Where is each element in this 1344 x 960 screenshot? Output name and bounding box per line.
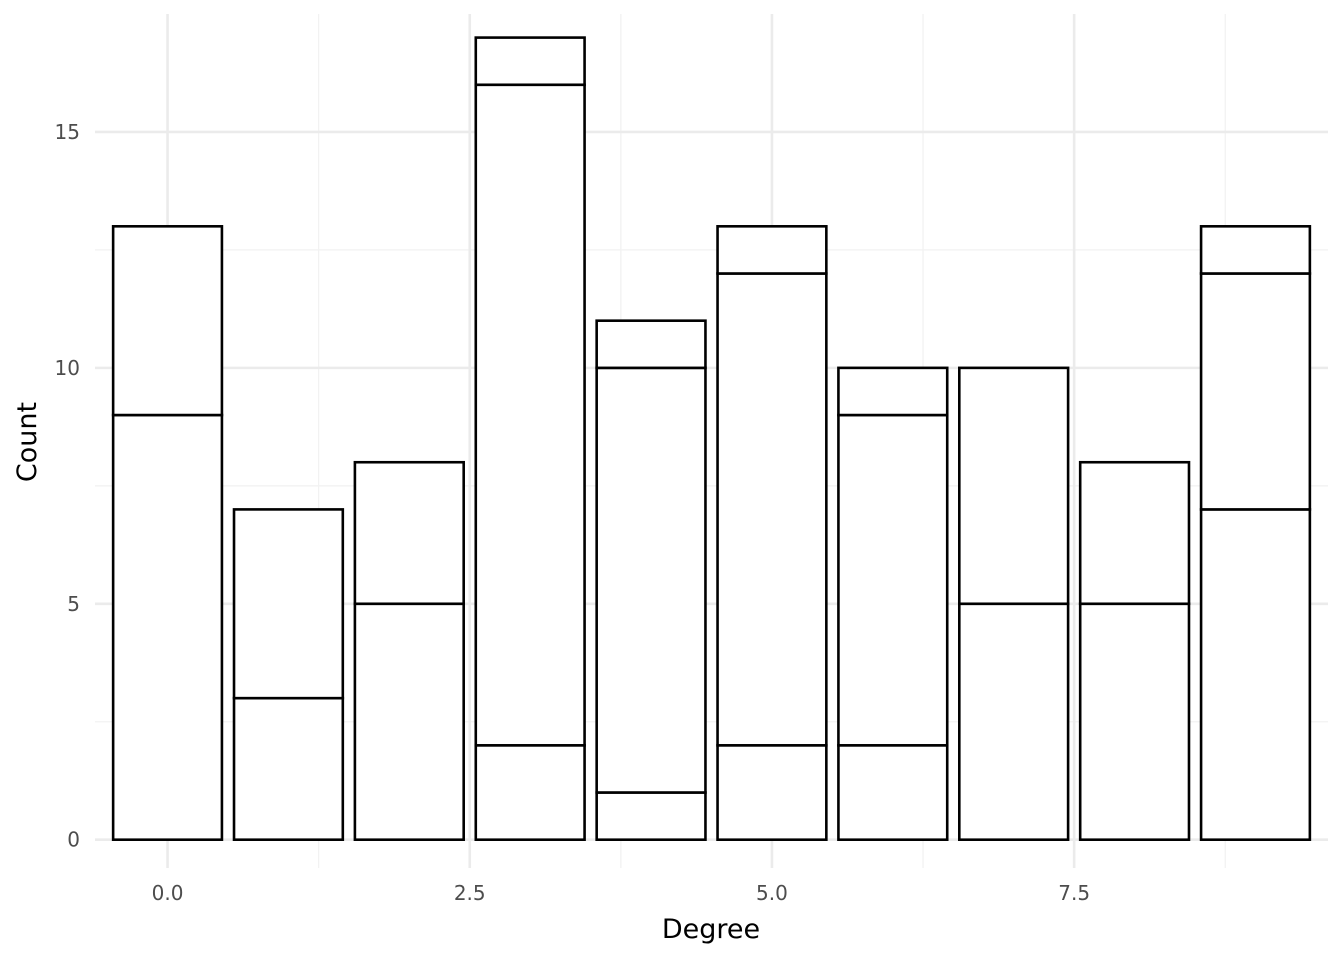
bar-segment-degree-7-0 — [958, 602, 1070, 841]
bar-segment-degree-6-1 — [837, 413, 949, 747]
bar-segment-degree-3-1 — [474, 83, 586, 747]
bar-segment-degree-0-0 — [111, 413, 224, 841]
bar-segment-degree-6-2 — [837, 366, 949, 417]
x-tick-label: 5.0 — [756, 881, 788, 905]
bar-segment-degree-0-1 — [111, 225, 224, 417]
bar-segment-degree-9-2 — [1199, 225, 1312, 275]
bar-segment-degree-6-0 — [837, 744, 949, 841]
bar-segment-degree-5-2 — [716, 225, 828, 275]
bar-segment-degree-4-0 — [595, 791, 707, 841]
bar-segment-degree-4-1 — [595, 366, 707, 794]
bar-segment-degree-5-0 — [716, 744, 828, 841]
bar-segment-degree-9-0 — [1199, 508, 1312, 841]
bar-segment-degree-2-0 — [353, 602, 465, 841]
bar-segment-degree-2-1 — [353, 460, 465, 606]
bars — [111, 36, 1312, 841]
x-tick-label: 7.5 — [1058, 881, 1090, 905]
bar-segment-degree-9-1 — [1199, 272, 1312, 511]
bar-segment-degree-7-1 — [958, 366, 1070, 606]
y-tick-label: 5 — [67, 592, 80, 616]
x-axis-title: Degree — [662, 914, 760, 945]
x-tick-label: 2.5 — [454, 881, 486, 905]
x-axis-ticks: 0.0 2.5 5.0 7.5 — [152, 881, 1090, 905]
x-tick-label: 0.0 — [152, 881, 184, 905]
bar-segment-degree-5-1 — [716, 272, 828, 747]
bar-segment-degree-8-0 — [1078, 602, 1191, 841]
y-axis-ticks: 0 5 10 15 — [55, 120, 80, 852]
bar-segment-degree-3-2 — [474, 36, 586, 87]
bar-segment-degree-3-0 — [474, 744, 586, 841]
bar-segment-degree-1-1 — [232, 508, 345, 700]
bar-segment-degree-1-0 — [232, 696, 345, 841]
y-tick-label: 0 — [67, 828, 80, 852]
y-tick-label: 10 — [55, 356, 80, 380]
bar-segment-degree-8-1 — [1078, 460, 1191, 606]
y-tick-label: 15 — [55, 120, 80, 144]
bar-segment-degree-4-2 — [595, 319, 707, 370]
y-axis-title: Count — [12, 402, 43, 482]
